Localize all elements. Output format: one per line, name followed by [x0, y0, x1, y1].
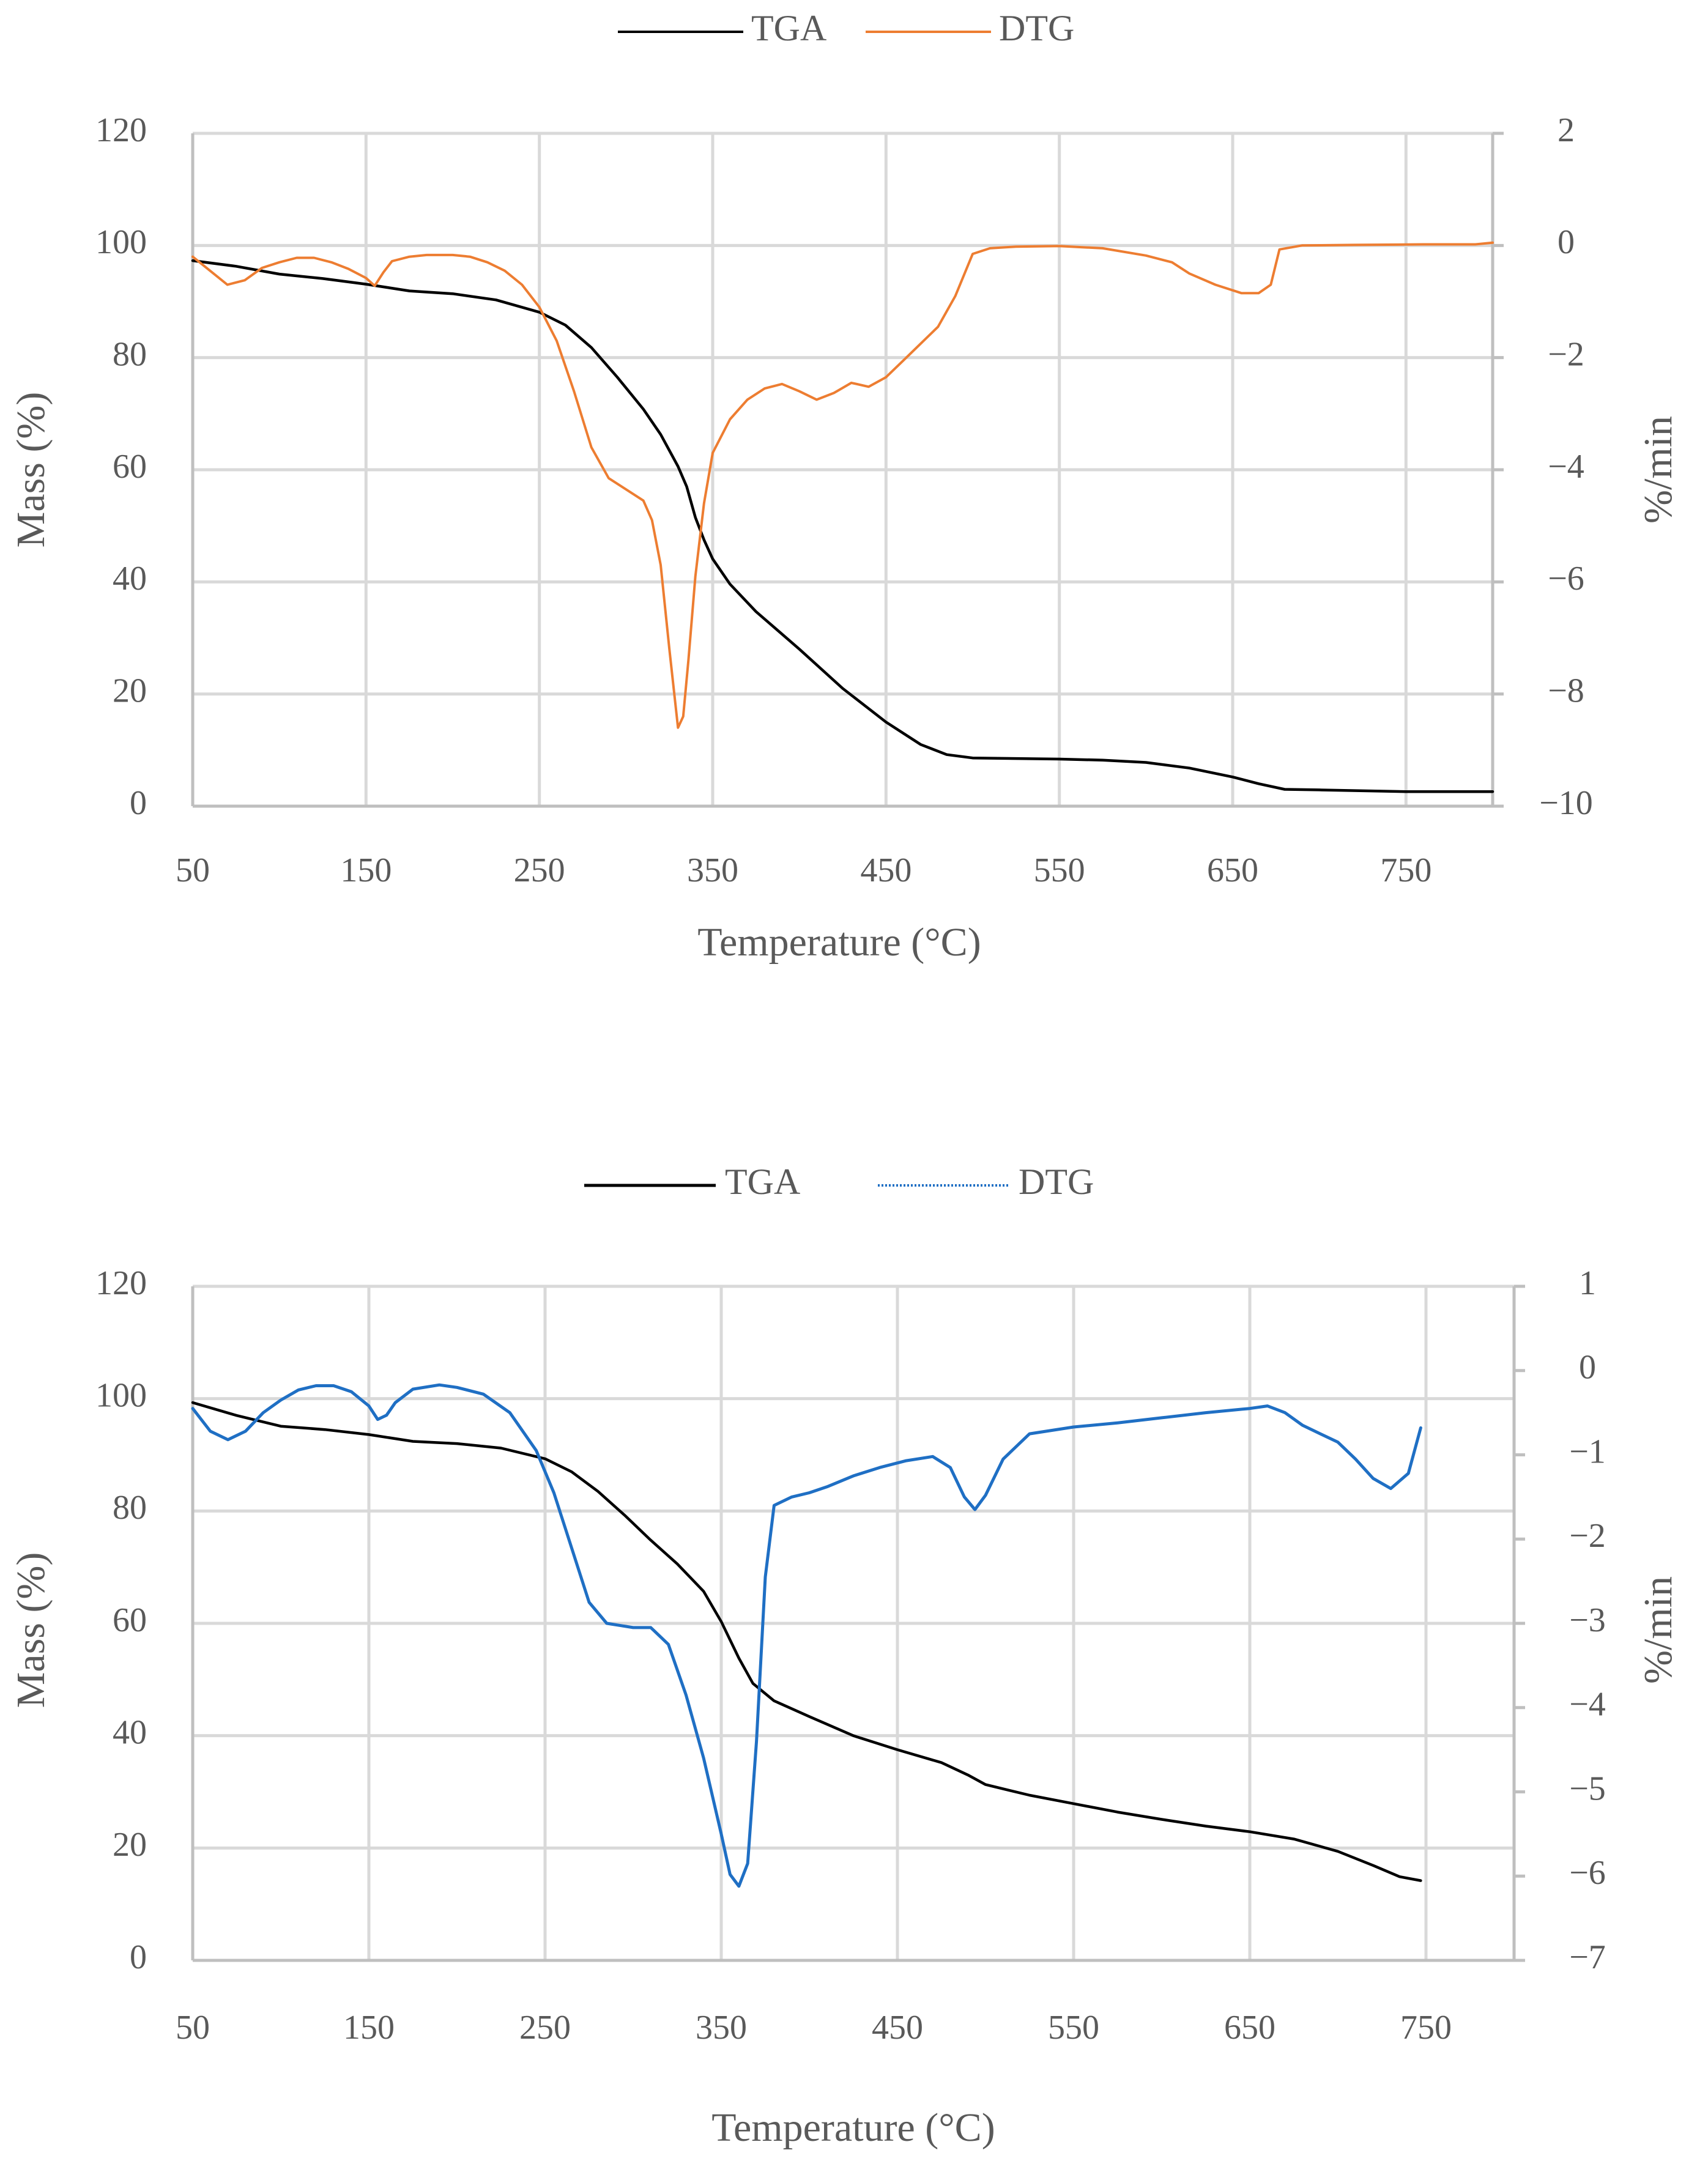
chart-2-y2-tick-label: −1: [1569, 1433, 1606, 1470]
chart-1-y2-tick-label: −8: [1548, 672, 1584, 710]
chart-2-y-tick-label: 120: [95, 1264, 147, 1302]
chart-1-legend-tga-label: TGA: [751, 8, 826, 48]
chart-1-gridlines: [191, 132, 1493, 808]
chart-2-y2-tick-label: −6: [1569, 1854, 1606, 1892]
chart-1-dtg-line: [191, 241, 1494, 729]
chart-1-y2-tick-label: 2: [1558, 111, 1575, 149]
chart-2-x-axis-title: Temperature (°C): [711, 2105, 995, 2150]
tga-dtg-chart-2: TGA DTG 020406080100120−7−6−5−4−3−2−1015…: [9, 1162, 1680, 2150]
chart-1-y-tick-label: 60: [113, 448, 147, 486]
chart-1-y-tick-label: 0: [130, 784, 147, 822]
chart-1-x-tick-label: 650: [1207, 851, 1258, 889]
chart-2-x-tick-label: 250: [519, 2009, 571, 2047]
chart-2-y2-tick-label: −3: [1569, 1601, 1606, 1639]
chart-1-y2-tick-label: −10: [1539, 784, 1593, 822]
chart-1-x-tick-label: 450: [860, 851, 912, 889]
chart-2-y-axis-title: Mass (%): [9, 1552, 53, 1708]
chart-2-x-tick-label: 550: [1048, 2009, 1099, 2047]
chart-2-tga-line: [191, 1401, 1422, 1882]
chart-2-y2-tick-label: 1: [1579, 1264, 1596, 1302]
chart-1-y-axis-title: Mass (%): [9, 392, 53, 548]
chart-1-axes: [191, 132, 1504, 808]
chart-2-y-tick-label: 0: [130, 1938, 147, 1976]
chart-1-y-tick-label: 20: [113, 672, 147, 710]
chart-2-series: [191, 1383, 1422, 1888]
chart-2-y2-tick-label: −4: [1569, 1686, 1606, 1724]
chart-1-y2-axis-title: %/min: [1636, 416, 1680, 524]
chart-2-legend-dtg-label: DTG: [1019, 1162, 1094, 1202]
chart-1-y2-tick-label: −6: [1548, 560, 1584, 598]
chart-2-y-tick-label: 80: [113, 1489, 147, 1527]
chart-1-x-axis-title: Temperature (°C): [697, 920, 981, 965]
chart-2-x-tick-label: 650: [1224, 2009, 1275, 2047]
chart-2-y-tick-label: 60: [113, 1601, 147, 1639]
chart-1-x-tick-label: 750: [1380, 851, 1431, 889]
chart-1-y-tick-label: 120: [95, 111, 147, 149]
chart-2-y2-tick-label: −5: [1569, 1770, 1606, 1807]
chart-2-x-tick-label: 350: [696, 2009, 747, 2047]
chart-1-y-tick-label: 40: [113, 560, 147, 598]
chart-2-legend-tga-label: TGA: [725, 1162, 800, 1202]
chart-2-axes: [191, 1284, 1525, 1962]
chart-1-y2-tick-label: −4: [1548, 448, 1584, 486]
chart-1-x-tick-label: 50: [176, 851, 210, 889]
chart-1-y-tick-label: 80: [113, 336, 147, 374]
chart-2-y-tick-label: 40: [113, 1714, 147, 1752]
chart-2-x-tick-label: 450: [872, 2009, 923, 2047]
chart-2-y2-tick-label: −2: [1569, 1517, 1606, 1555]
chart-1-x-tick-label: 250: [514, 851, 565, 889]
chart-1-x-tick-label: 150: [340, 851, 392, 889]
chart-1-x-tick-label: 350: [687, 851, 738, 889]
chart-2-x-tick-label: 150: [343, 2009, 395, 2047]
chart-1-y2-tick-label: 0: [1558, 223, 1575, 261]
chart-1-legend-dtg-label: DTG: [999, 8, 1074, 48]
chart-1-y-tick-label: 100: [95, 223, 147, 261]
chart-2-x-tick-label: 750: [1400, 2009, 1452, 2047]
chart-2-legend: TGA DTG: [584, 1162, 1094, 1202]
chart-2-y-tick-label: 20: [113, 1826, 147, 1864]
chart-2-y2-axis-title: %/min: [1636, 1576, 1680, 1684]
chart-1-tga-line: [191, 259, 1494, 793]
chart-1-legend: TGA DTG: [618, 8, 1074, 48]
chart-1-x-tick-label: 550: [1034, 851, 1085, 889]
chart-2-y2-tick-label: −7: [1569, 1938, 1606, 1976]
chart-2-dtg-line: [191, 1383, 1422, 1888]
chart-1-y2-tick-label: −2: [1548, 336, 1584, 374]
chart-2-y-tick-label: 100: [95, 1377, 147, 1415]
chart-1-series: [191, 241, 1494, 793]
chart-2-x-tick-label: 50: [176, 2009, 210, 2047]
chart-2-y2-tick-label: 0: [1579, 1349, 1596, 1387]
